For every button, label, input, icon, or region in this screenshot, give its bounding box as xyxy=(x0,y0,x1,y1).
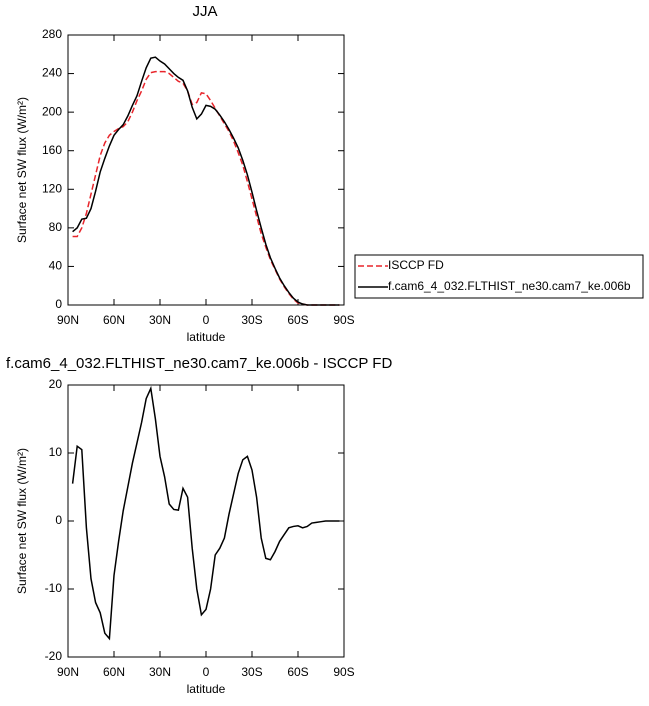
legend-box xyxy=(354,254,644,299)
y-axis-label: Surface net SW flux (W/m²) xyxy=(15,448,29,594)
y-tick-label: 200 xyxy=(42,104,62,118)
x-tick-label: 90N xyxy=(57,313,79,327)
y-tick-label: 0 xyxy=(55,297,62,311)
x-tick-label: 60S xyxy=(287,313,308,327)
y-axis-label: Surface net SW flux (W/m²) xyxy=(15,97,29,243)
x-tick-label: 0 xyxy=(203,665,210,679)
y-tick-label: 10 xyxy=(49,445,63,459)
x-tick-label: 90S xyxy=(333,313,354,327)
series-line xyxy=(71,385,340,641)
x-tick-label: 60S xyxy=(287,665,308,679)
x-tick-label: 30S xyxy=(241,665,262,679)
plot-frame xyxy=(67,34,345,306)
x-axis-label: latitude xyxy=(187,682,226,696)
y-tick-label: 40 xyxy=(49,259,63,273)
x-tick-label: 60N xyxy=(103,665,125,679)
y-tick-label: 120 xyxy=(42,181,62,195)
legend-label: f.cam6_4_032.FLTHIST_ne30.cam7_ke.006b xyxy=(388,279,631,293)
y-tick-label: 80 xyxy=(49,220,63,234)
chart-title: f.cam6_4_032.FLTHIST_ne30.cam7_ke.006b -… xyxy=(6,355,392,372)
x-tick-label: 90N xyxy=(57,665,79,679)
y-tick-label: -10 xyxy=(45,581,63,595)
x-tick-label: 30N xyxy=(149,313,171,327)
y-tick-label: 20 xyxy=(49,377,63,391)
x-tick-label: 90S xyxy=(333,665,354,679)
series-line xyxy=(72,56,340,306)
x-axis-label: latitude xyxy=(187,330,226,344)
legend-label: ISCCP FD xyxy=(388,258,444,272)
plot-frame xyxy=(67,384,345,658)
y-tick-label: 240 xyxy=(42,66,62,80)
x-tick-label: 30N xyxy=(149,665,171,679)
y-tick-label: 160 xyxy=(42,143,62,157)
x-tick-label: 0 xyxy=(203,313,210,327)
y-tick-label: 280 xyxy=(42,27,62,41)
chart-title: JJA xyxy=(192,3,217,20)
x-tick-label: 30S xyxy=(241,313,262,327)
y-tick-label: -20 xyxy=(45,649,63,663)
x-tick-label: 60N xyxy=(103,313,125,327)
y-tick-label: 0 xyxy=(55,513,62,527)
